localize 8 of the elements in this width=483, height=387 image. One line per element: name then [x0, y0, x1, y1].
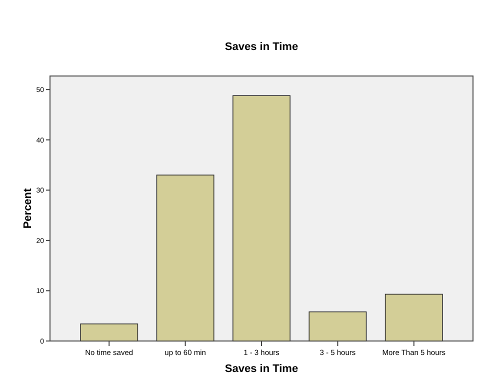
bar: [80, 324, 138, 342]
bar: [308, 311, 367, 342]
bar: [232, 95, 290, 342]
y-axis-title: Percent: [22, 188, 34, 229]
chart-title: Saves in Time: [224, 41, 298, 53]
bar: [384, 294, 443, 342]
bar: [156, 174, 214, 342]
x-axis-title: Saves in Time: [224, 363, 298, 375]
